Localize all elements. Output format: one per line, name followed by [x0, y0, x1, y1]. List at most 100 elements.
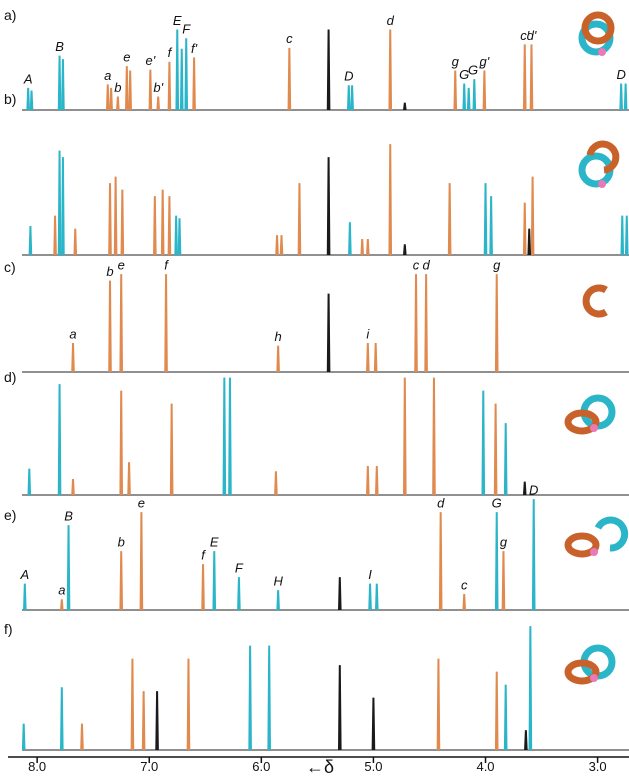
- peak: [274, 471, 278, 496]
- peak: [61, 59, 65, 111]
- peak: [21, 723, 26, 751]
- peak: [57, 55, 62, 111]
- peak: [494, 274, 499, 373]
- peak: [60, 599, 64, 611]
- peak-label: A: [23, 71, 33, 86]
- peak-label: f': [191, 41, 198, 56]
- peak: [403, 377, 407, 496]
- peak: [128, 70, 132, 111]
- peak-label: b: [114, 80, 121, 95]
- peak: [279, 235, 284, 256]
- peak: [388, 144, 393, 256]
- peak-label: A: [19, 567, 29, 582]
- peak: [366, 466, 370, 496]
- peak: [267, 645, 271, 751]
- peak: [113, 176, 118, 256]
- peak: [212, 551, 217, 611]
- peak: [528, 626, 533, 751]
- peak: [105, 84, 110, 111]
- peak: [119, 274, 124, 373]
- peak: [71, 479, 75, 496]
- peak: [436, 658, 441, 751]
- peak-label: F: [182, 22, 191, 37]
- peak-label: f: [164, 258, 169, 273]
- peak: [175, 29, 180, 111]
- peak: [169, 403, 174, 496]
- panel-label: f): [4, 621, 13, 637]
- x-axis-label: ←δ: [306, 757, 334, 777]
- peak: [26, 87, 30, 111]
- peak: [167, 196, 172, 256]
- panel-label: a): [4, 7, 16, 23]
- peak: [403, 102, 407, 111]
- peak: [374, 583, 379, 611]
- peak: [60, 687, 64, 751]
- peak: [248, 645, 252, 751]
- panel-label: b): [4, 91, 16, 107]
- peak: [287, 47, 292, 111]
- peak: [127, 462, 131, 496]
- peak: [447, 183, 452, 256]
- peak: [466, 87, 471, 111]
- peak: [108, 280, 112, 373]
- panel-label: c): [4, 259, 16, 275]
- peak-label: E: [210, 535, 219, 550]
- peak: [116, 96, 120, 111]
- peak: [222, 377, 227, 496]
- peak: [201, 564, 205, 611]
- peak-label: g: [452, 54, 460, 69]
- peak-label: I: [368, 567, 372, 582]
- peak: [366, 343, 370, 373]
- peak: [156, 96, 161, 111]
- peak-label: D: [616, 67, 625, 82]
- peak-label: d': [527, 28, 537, 43]
- peak-label: e: [138, 496, 145, 511]
- peak: [139, 512, 144, 611]
- x-tick-label: 3.0: [589, 759, 607, 774]
- peak: [462, 83, 467, 111]
- x-tick-label: 4.0: [476, 759, 494, 774]
- peak: [366, 239, 370, 256]
- peak-label: b': [153, 80, 163, 95]
- peak-label: i: [366, 326, 370, 341]
- peak: [481, 390, 486, 496]
- peak: [438, 512, 443, 611]
- peak: [66, 525, 71, 611]
- peak-label: F: [235, 561, 244, 576]
- peak: [61, 157, 65, 256]
- x-tick-label: 8.0: [28, 759, 46, 774]
- peak-label: h: [275, 329, 282, 344]
- peak: [119, 390, 124, 496]
- peak-label: E: [173, 13, 182, 28]
- peak-label: G': [468, 63, 481, 78]
- peak-label: f: [201, 548, 206, 563]
- peak: [489, 196, 493, 256]
- peak-label: a: [69, 326, 76, 341]
- peak: [522, 44, 527, 111]
- peak: [119, 551, 124, 611]
- peak: [53, 215, 57, 256]
- peak: [493, 403, 498, 496]
- peak: [623, 83, 628, 111]
- peak-label: f: [168, 45, 173, 60]
- peak: [148, 69, 153, 111]
- peak: [27, 468, 32, 496]
- peak-label: c: [286, 31, 293, 46]
- peak: [276, 590, 280, 611]
- peak: [228, 377, 232, 496]
- peak: [374, 466, 379, 496]
- peak: [530, 176, 535, 256]
- peak: [337, 577, 342, 611]
- peak: [326, 157, 331, 256]
- peak: [483, 183, 488, 256]
- peak: [184, 38, 189, 111]
- peak: [276, 345, 280, 373]
- peak: [23, 583, 27, 611]
- icons: [564, 11, 629, 685]
- peak: [297, 183, 302, 256]
- peak: [472, 79, 477, 111]
- x-tick-label: 6.0: [252, 759, 270, 774]
- peak: [108, 183, 112, 256]
- peak: [174, 215, 178, 256]
- peak-label: G: [492, 496, 502, 511]
